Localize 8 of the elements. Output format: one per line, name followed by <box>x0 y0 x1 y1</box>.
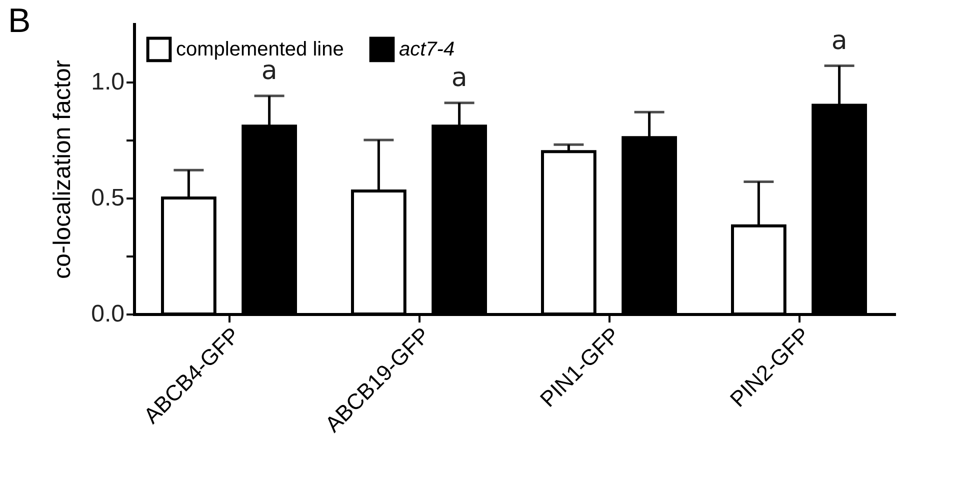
legend-label: act7-4 <box>399 38 455 60</box>
y-axis-title: co-localization factor <box>49 60 76 279</box>
y-tick-label: 1.0 <box>91 68 124 96</box>
data-label: a <box>451 62 468 93</box>
y-tick-label: 0.0 <box>91 300 124 328</box>
y-tick-label: 0.5 <box>91 184 124 212</box>
text: B <box>8 2 31 41</box>
data-label: a <box>831 26 848 56</box>
